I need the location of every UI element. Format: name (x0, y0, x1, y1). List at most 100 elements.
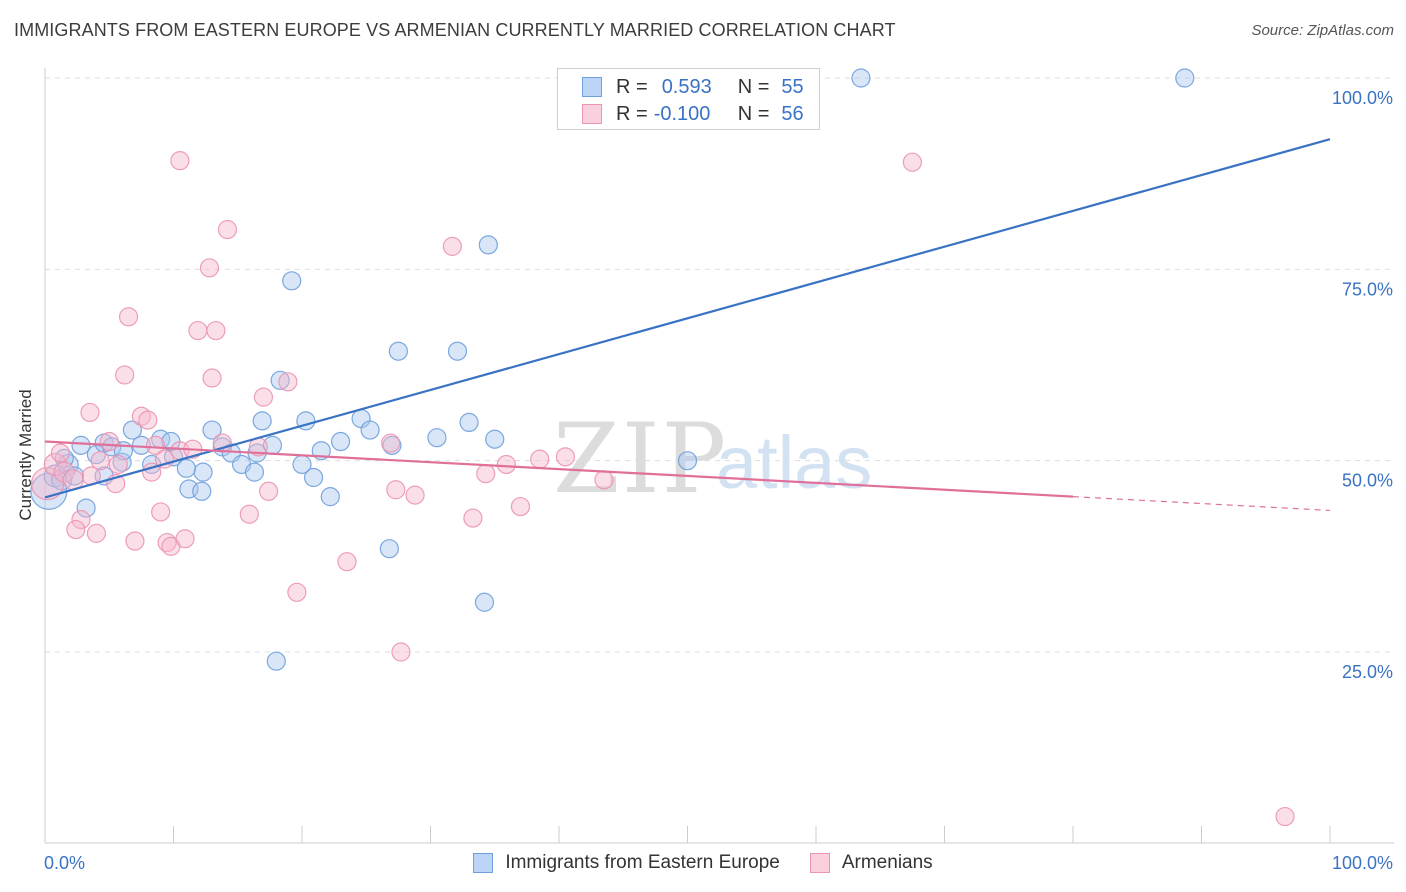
armenians-point (175, 529, 195, 549)
legend-swatch-blue (473, 853, 494, 873)
immigrants-point (176, 458, 196, 478)
legend-item-armenians[interactable]: Armenians (809, 852, 933, 874)
chart-title: IMMIGRANTS FROM EASTERN EUROPE VS ARMENI… (14, 20, 896, 40)
armenians-point (217, 219, 238, 240)
immigrants-point (360, 420, 380, 440)
source-label: Source: ZipAtlas.com (1251, 22, 1394, 39)
immigrants-point (851, 68, 871, 88)
y-tick-label: 75.0% (1342, 279, 1393, 299)
armenians-point (381, 433, 401, 453)
armenians-point (145, 435, 166, 455)
trend-line-immigrants (44, 138, 1331, 499)
armenians-point (66, 519, 86, 540)
armenians-point (115, 365, 135, 385)
immigrants-point (270, 370, 290, 390)
legend-n-value: 55 (781, 75, 804, 98)
immigrants-point (266, 651, 286, 671)
immigrants-point (292, 454, 312, 475)
armenians-point (442, 236, 462, 256)
immigrants-point (71, 435, 91, 455)
armenians-point (50, 443, 71, 463)
armenians-point (71, 509, 91, 530)
axes (44, 68, 1394, 844)
legend-row-immigrants: R = 0.593 N = 55 (582, 74, 804, 100)
armenians-point (125, 531, 145, 551)
immigrants-point (677, 451, 698, 471)
armenians-point (463, 508, 483, 528)
armenians-point (142, 462, 162, 482)
watermark-zip: ZIP (553, 403, 728, 515)
legend-swatch-blue (582, 77, 602, 97)
armenians-point (151, 502, 171, 522)
immigrants-point (459, 412, 479, 432)
immigrants-point (303, 467, 324, 488)
immigrants-point (427, 428, 447, 448)
series-legend: Immigrants from Eastern Europe Armenians (0, 852, 1406, 874)
armenians-point (118, 307, 139, 327)
x-tick-label: 0.0% (44, 853, 85, 873)
armenians-point (405, 485, 425, 505)
x-tick-label: 100.0% (1332, 853, 1393, 873)
immigrants-point (192, 481, 212, 501)
immigrants-point (485, 429, 505, 449)
armenians-point (476, 464, 496, 484)
y-tick-label: 50.0% (1342, 471, 1393, 491)
armenians-point (253, 387, 274, 407)
series-immigrants-points (30, 68, 1195, 671)
legend-n-value: 56 (781, 102, 804, 125)
armenians-point (202, 368, 222, 388)
immigrants-point (252, 411, 272, 431)
armenians-point (80, 402, 100, 423)
y-tick-label: 100.0% (1332, 88, 1393, 108)
armenians-point (530, 449, 550, 469)
series-armenians-points (30, 151, 1295, 827)
armenians-point (510, 496, 531, 517)
legend-row-armenians: R = -0.100 N = 56 (582, 101, 804, 127)
armenians-point (170, 151, 190, 171)
armenians-point (99, 431, 119, 452)
y-tick-label: 25.0% (1342, 662, 1393, 682)
immigrants-point (1175, 68, 1195, 88)
watermark-atlas: atlas (716, 421, 872, 504)
immigrants-point (102, 437, 122, 457)
legend-r-label: R = (616, 102, 648, 125)
immigrants-point (282, 271, 302, 291)
immigrants-point (388, 341, 408, 361)
gridlines (45, 77, 1394, 653)
armenians-point (337, 552, 357, 572)
armenians-point (278, 372, 298, 392)
armenians-point (239, 504, 259, 524)
immigrants-point (193, 462, 213, 482)
armenians-point (199, 258, 220, 278)
armenians-point (386, 480, 406, 500)
armenians-point (902, 152, 922, 172)
legend-r-value: -0.100 (653, 102, 711, 125)
correlation-legend: R = 0.593 N = 55 R = -0.100 N = 56 (557, 68, 820, 130)
tick-labels: 25.0% 50.0% 75.0% 100.0% 0.0% 100.0% (44, 88, 1393, 873)
armenians-point (86, 523, 107, 543)
legend-r-value: 0.593 (661, 75, 712, 98)
armenians-point (496, 454, 516, 475)
armenians-point (53, 461, 75, 483)
immigrants-point (244, 462, 265, 482)
armenians-point (188, 320, 208, 341)
immigrants-point (122, 420, 142, 440)
legend-item-immigrants[interactable]: Immigrants from Eastern Europe (473, 852, 780, 874)
legend-swatch-pink (809, 853, 830, 873)
legend-swatch-pink (582, 104, 602, 124)
armenians-point (206, 320, 226, 341)
immigrants-point (320, 487, 340, 507)
immigrants-point (474, 592, 495, 612)
immigrants-point (76, 498, 96, 518)
armenians-point (258, 481, 279, 501)
trend-line-armenians-extrapolated (1072, 496, 1331, 512)
armenians-point (594, 470, 614, 490)
armenians-point (1275, 806, 1295, 827)
legend-r-label: R = (616, 75, 648, 98)
legend-item-label: Immigrants from Eastern Europe (505, 852, 780, 873)
legend-n-label: N = (737, 75, 770, 98)
trend-lines (44, 138, 1331, 512)
armenians-point (157, 532, 177, 553)
